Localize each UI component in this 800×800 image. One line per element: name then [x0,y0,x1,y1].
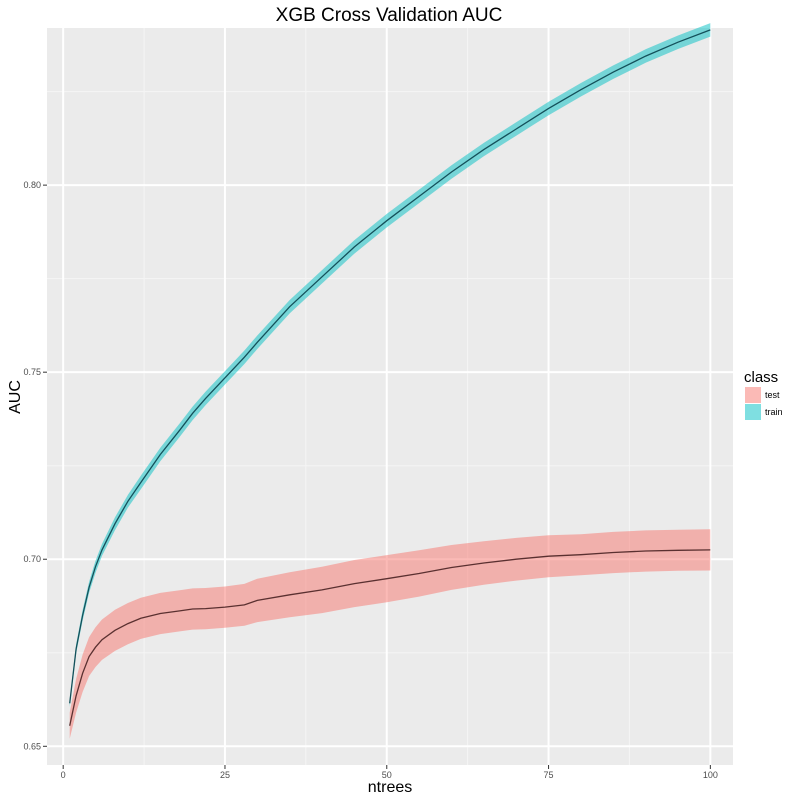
x-tick-label: 75 [544,770,554,780]
legend-label-test: test [765,390,780,400]
y-tick-label: 0.70 [23,554,41,564]
grid-minor [47,28,733,765]
y-axis-ticks: 0.65 0.70 0.75 0.80 [23,180,47,751]
grid-major [47,28,733,765]
line-train [69,29,711,704]
x-tick-label: 25 [220,770,230,780]
series-lines [69,29,711,726]
y-axis-title: AUC [7,380,24,414]
chart-title: XGB Cross Validation AUC [276,5,503,26]
legend-key-test [745,387,761,403]
x-tick-label: 50 [382,770,392,780]
x-tick-label: 0 [61,770,66,780]
legend-title: class [744,369,778,386]
y-tick-label: 0.75 [23,367,41,377]
legend-label-train: train [765,407,783,417]
plot-panel [47,28,733,765]
x-axis-ticks: 0 25 50 75 100 [61,765,718,780]
x-axis-title: ntrees [368,779,412,796]
y-tick-label: 0.80 [23,180,41,190]
legend-key-train [745,404,761,420]
y-tick-label: 0.65 [23,741,41,751]
legend: class test train [744,369,783,420]
ribbons [69,23,711,739]
x-tick-label: 100 [703,770,718,780]
ribbon-test [69,529,711,739]
line-test [69,549,711,726]
